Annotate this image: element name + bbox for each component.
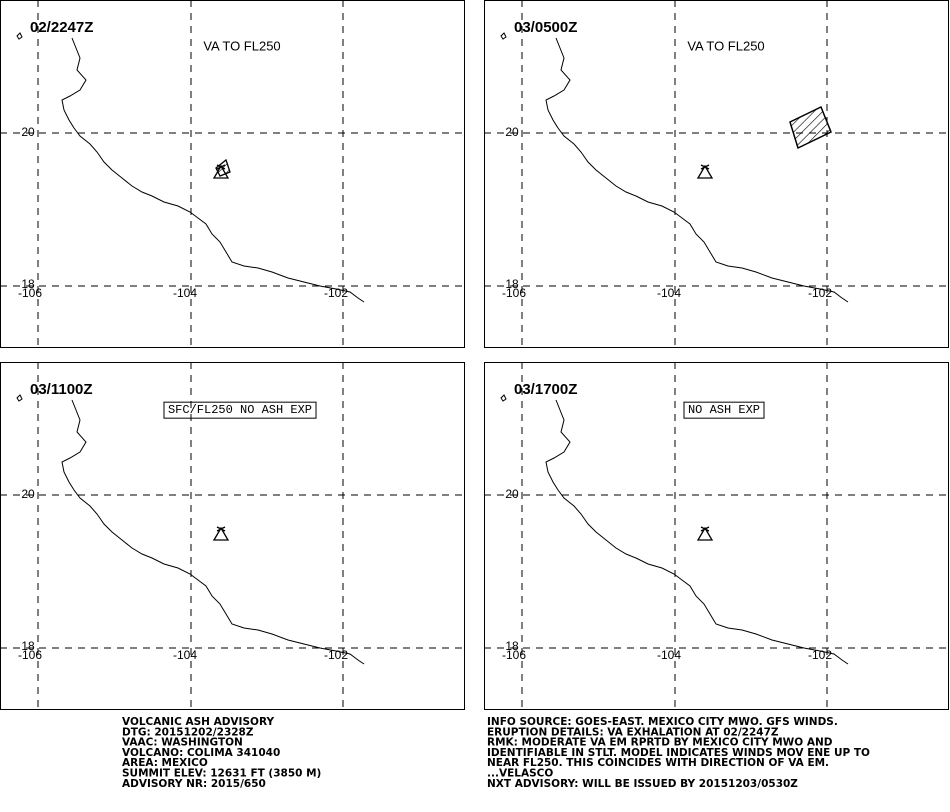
annotation-box <box>163 401 317 419</box>
island <box>500 394 507 402</box>
volcano <box>696 526 714 541</box>
lon-label: -102 <box>324 648 348 662</box>
coastline <box>545 399 849 665</box>
lat-label: 20 <box>505 487 519 501</box>
annotation: VA TO FL250 <box>203 38 280 53</box>
advisory-line: ERUPTION DETAILS: VA EXHALATION AT 02/22… <box>487 726 779 738</box>
advisory-line: VAAC: WASHINGTON <box>122 737 243 749</box>
annotation: VA TO FL250 <box>687 38 764 53</box>
map-panel: 20 18-106 -104 -102 03/1100Z SFC/FL250 NO ASH… <box>0 362 465 710</box>
advisory-line: NEAR FL250. THIS COINCIDES WITH DIRECTIO… <box>487 757 829 769</box>
lon-label: -102 <box>808 286 832 300</box>
advisory-line: RMK: MODERATE VA EM RPRTD BY MEXICO CITY… <box>487 737 833 749</box>
coastline <box>545 37 849 303</box>
lon-label: -104 <box>173 648 197 662</box>
advisory-line: NXT ADVISORY: WILL BE ISSUED BY 20151203… <box>487 778 798 790</box>
valid-time: 03/0500Z <box>514 19 577 36</box>
lon-label: -104 <box>657 286 681 300</box>
ash-area <box>215 158 231 177</box>
map-panel: 20 18-106 -104 -102 03/0500Z VA TO FL250 <box>484 0 949 348</box>
panel-frame <box>0 362 465 710</box>
advisory-line: IDENTIFIABLE IN STLT. MODEL INDICATES WI… <box>487 747 870 759</box>
panel-frame <box>0 0 465 348</box>
lon-label: -106 <box>502 648 526 662</box>
lon-label: -106 <box>18 286 42 300</box>
annotation: NO ASH EXP <box>688 403 760 417</box>
ash-area <box>789 105 832 150</box>
volcano <box>696 164 714 179</box>
advisory-line: SUMMIT ELEV: 12631 FT (3850 M) <box>122 768 321 780</box>
valid-time: 03/1700Z <box>514 381 577 398</box>
volcano <box>212 526 230 541</box>
panel-frame <box>484 362 949 710</box>
lat-label: 20 <box>505 125 519 139</box>
lat-label: 20 <box>21 487 35 501</box>
map-panel: 20 18-106 -104 -102 02/2247Z VA TO FL250 <box>0 0 465 348</box>
advisory-line: INFO SOURCE: GOES-EAST. MEXICO CITY MWO.… <box>487 716 838 728</box>
map-panel: 20 18-106 -104 -102 03/1700Z NO ASH EXP <box>484 362 949 710</box>
advisory-line: AREA: MEXICO <box>122 757 208 769</box>
lon-label: -102 <box>324 286 348 300</box>
advisory-line: ...VELASCO <box>487 768 553 780</box>
lon-label: -106 <box>18 648 42 662</box>
annotation: SFC/FL250 NO ASH EXP <box>168 403 312 417</box>
lat-label: 18 <box>21 639 35 653</box>
valid-time: 03/1100Z <box>30 381 93 398</box>
valid-time: 02/2247Z <box>30 19 93 36</box>
lon-label: -104 <box>173 286 197 300</box>
island <box>16 394 23 402</box>
lat-label: 18 <box>505 277 519 291</box>
advisory-line: DTG: 20151202/2328Z <box>122 726 254 738</box>
island <box>500 32 507 40</box>
advisory-line: VOLCANO: COLIMA 341040 <box>122 747 280 759</box>
lat-label: 20 <box>21 125 35 139</box>
panel-frame <box>484 0 949 348</box>
lat-label: 18 <box>505 639 519 653</box>
island <box>16 32 23 40</box>
lat-label: 18 <box>21 277 35 291</box>
coastline <box>61 399 365 665</box>
coastline <box>61 37 365 303</box>
lon-label: -106 <box>502 286 526 300</box>
annotation-box <box>683 401 765 419</box>
lon-label: -104 <box>657 648 681 662</box>
lon-label: -102 <box>808 648 832 662</box>
advisory-line: VOLCANIC ASH ADVISORY <box>122 716 274 728</box>
advisory-line: ADVISORY NR: 2015/650 <box>122 778 266 790</box>
